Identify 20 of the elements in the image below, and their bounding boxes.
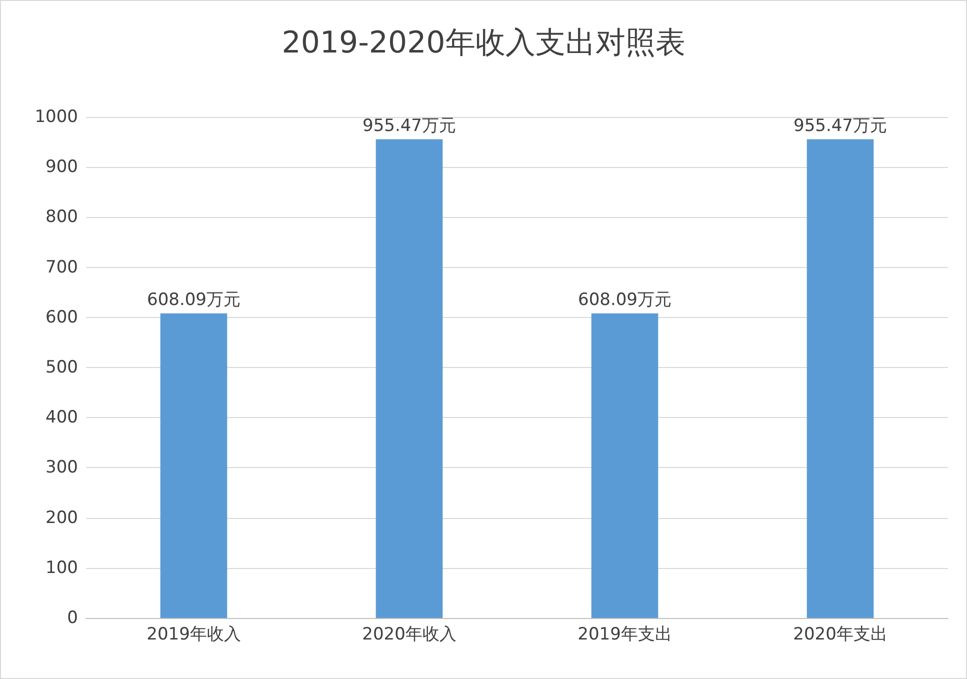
y-tick-label: 200 — [46, 508, 78, 528]
x-tick-label: 2019年支出 — [578, 624, 672, 644]
y-tick-label: 100 — [46, 558, 78, 578]
y-tick-label: 500 — [46, 358, 78, 378]
data-label: 955.47万元 — [362, 116, 456, 136]
x-tick-label: 2020年支出 — [793, 624, 888, 644]
y-tick-label: 1000 — [34, 107, 78, 127]
chart-title: 2019-2020年收入支出对照表 — [282, 26, 686, 60]
data-label: 608.09万元 — [578, 290, 672, 310]
y-tick-label: 400 — [46, 408, 78, 428]
y-tick-label: 0 — [67, 608, 78, 628]
data-label: 955.47万元 — [794, 116, 887, 136]
data-label: 608.09万元 — [147, 290, 240, 310]
y-tick-label: 600 — [46, 307, 78, 328]
x-tick-label: 2020年收入 — [362, 624, 456, 644]
y-tick-label: 300 — [46, 458, 78, 478]
y-tick-label: 700 — [46, 257, 78, 278]
x-tick-label: 2019年收入 — [146, 624, 241, 644]
y-tick-label: 900 — [46, 157, 78, 178]
y-tick-label: 800 — [46, 207, 78, 228]
